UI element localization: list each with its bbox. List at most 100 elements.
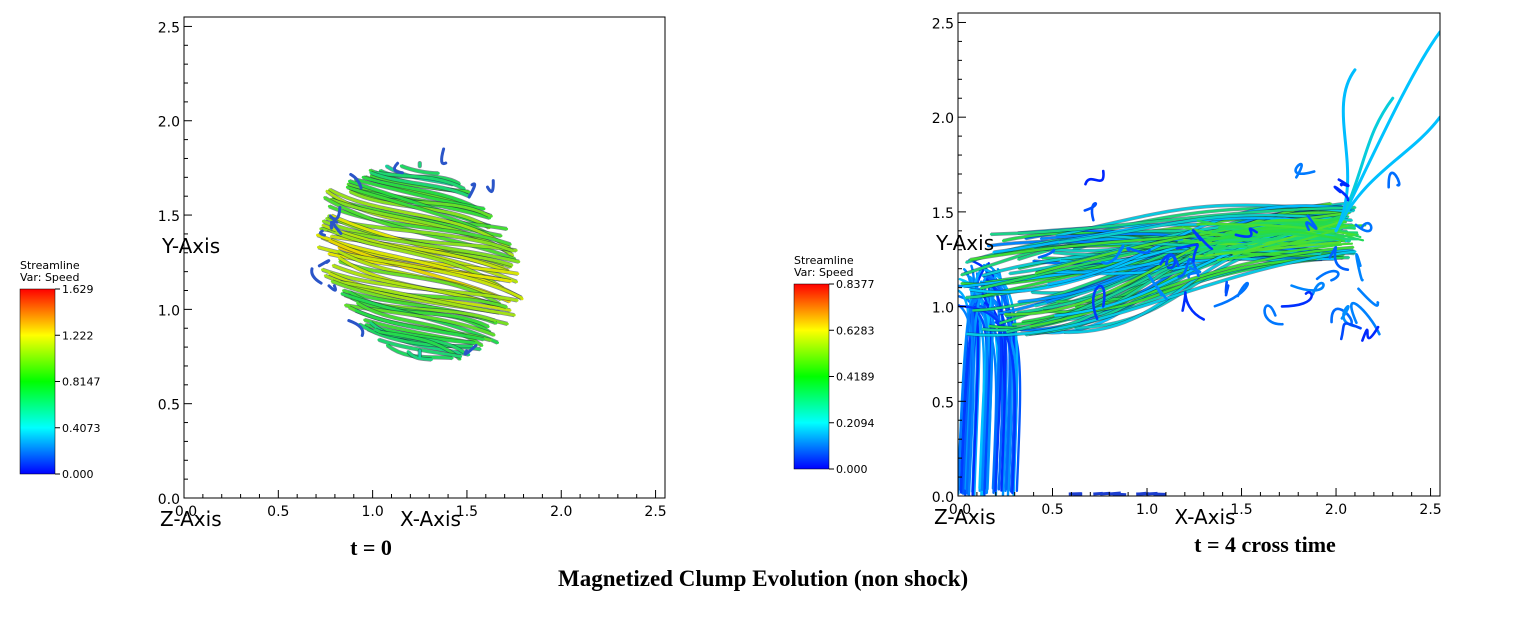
streamline (366, 327, 474, 348)
streamline (1387, 171, 1401, 189)
colorbar-tick-label: 0.6283 (836, 324, 875, 337)
streamline (463, 343, 478, 356)
streamline (361, 175, 478, 210)
y-axis-title: Y-Axis (935, 231, 994, 255)
streamline (354, 178, 486, 211)
streamline (406, 350, 433, 361)
x-axis-title: X-Axis (1175, 505, 1236, 529)
x-tick-label: 0.0 (175, 504, 197, 520)
colorbar-tick-label: 0.4189 (836, 371, 875, 384)
streamline (1315, 269, 1340, 282)
streamline (958, 304, 975, 493)
streamline (399, 164, 440, 175)
streamline (1101, 244, 1125, 265)
colorbar-tick-label: 0.000 (836, 463, 868, 476)
streamline (310, 267, 323, 285)
streamline (319, 229, 326, 237)
streamline (1334, 115, 1440, 233)
legend-title: Streamline (20, 259, 80, 272)
streamline (989, 206, 1357, 236)
streamline (1126, 247, 1151, 255)
streamline (1093, 491, 1103, 496)
streamline (1334, 30, 1440, 233)
colorbar-tick-label: 0.000 (62, 468, 94, 481)
x-tick-label: 1.0 (1136, 502, 1158, 518)
streamline (440, 147, 448, 166)
right-panel: 0.0 0.5 0.5 1.0 1.0 1.5 1.5 2.0 2.0 2.5 2.5 0.0 Y-Ax… (793, 12, 1442, 529)
x-tick-label: 1.5 (456, 504, 478, 520)
x-tick-label: 2.5 (1419, 502, 1441, 518)
streamline (1224, 280, 1230, 297)
streamline (1083, 202, 1098, 222)
streamline (1181, 291, 1206, 321)
streamline (321, 219, 518, 252)
streamline (1112, 492, 1127, 496)
x-tick-label: 2.0 (550, 504, 572, 520)
colorbar (793, 283, 830, 470)
streamline (1354, 221, 1373, 233)
streamline (1139, 491, 1147, 496)
streamline (331, 219, 343, 235)
y-tick-label: 2.0 (158, 115, 180, 131)
streamline (486, 179, 495, 193)
left-caption: t = 0 (350, 535, 392, 560)
streamline (467, 182, 477, 199)
streamline (369, 171, 471, 198)
streamline (1084, 169, 1105, 186)
streamline (1330, 307, 1353, 325)
y-tick-label: 1.5 (158, 209, 180, 225)
streamline (965, 250, 1357, 337)
streamline (1280, 291, 1313, 308)
colorbar-tick-label: 0.8377 (836, 278, 875, 291)
x-tick-label: 0.5 (267, 504, 289, 520)
y-tick-label: 0.0 (158, 492, 180, 508)
streamline (1357, 287, 1380, 307)
streamline (1164, 253, 1180, 268)
streamline (347, 319, 365, 338)
legend-title: Streamline (794, 254, 854, 267)
streamline (1328, 245, 1350, 272)
streamline (1334, 68, 1357, 233)
streamline (962, 313, 973, 494)
streamline (1187, 266, 1202, 279)
streamline (317, 259, 331, 268)
streamline (392, 161, 404, 175)
figure-title: Magnetized Clump Evolution (non shock) (558, 566, 969, 591)
colorbar-tick-label: 1.629 (62, 283, 94, 296)
streamline (1046, 204, 1354, 286)
colorbar-tick-label: 0.4073 (62, 422, 101, 435)
x-tick-label: 2.0 (1325, 502, 1347, 518)
streamline (958, 298, 975, 494)
streamline (1263, 304, 1284, 326)
streamline (1334, 96, 1395, 233)
streamline (327, 284, 337, 292)
streamline (1339, 322, 1362, 341)
streamline (338, 280, 501, 314)
streamline (1337, 178, 1350, 188)
streamline (1290, 281, 1325, 296)
y-tick-label: 1.0 (158, 303, 180, 319)
streamline (1058, 213, 1353, 244)
y-tick-label: 0.5 (932, 395, 954, 411)
streamline (1147, 274, 1169, 301)
y-tick-label: 1.5 (932, 206, 954, 222)
streamline (1037, 248, 1056, 259)
legend-variable: Var: Speed (794, 266, 853, 279)
colorbar-tick-label: 1.222 (62, 329, 94, 342)
x-tick-label: 0.0 (949, 502, 971, 518)
x-tick-label: 0.5 (1041, 502, 1063, 518)
colorbar-tick-label: 0.2094 (836, 417, 875, 430)
streamline (1333, 185, 1350, 202)
streamlines (958, 30, 1440, 496)
plot-frame (183, 16, 666, 499)
streamlines (310, 147, 524, 362)
y-tick-label: 2.5 (158, 20, 180, 36)
streamline (1350, 301, 1381, 336)
colorbar-tick-label: 0.8147 (62, 376, 101, 389)
streamline (327, 204, 512, 246)
x-axis-title: X-Axis (400, 507, 461, 531)
y-tick-label: 0.0 (932, 490, 954, 506)
streamline (1177, 257, 1200, 278)
